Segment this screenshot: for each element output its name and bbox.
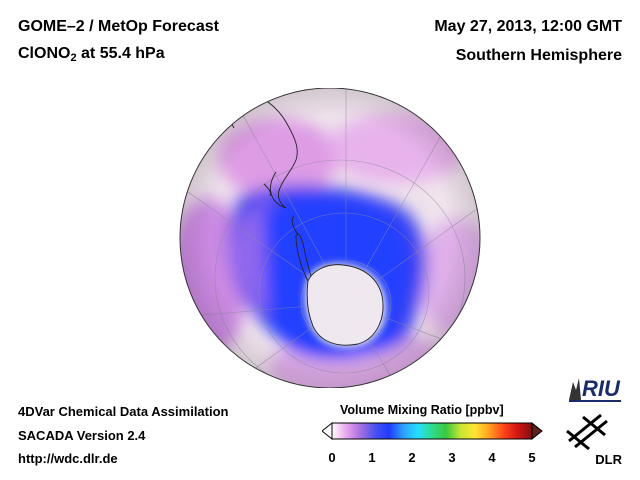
- colorbar-tick-label: 0: [328, 450, 336, 465]
- map-title: GOME–2 / MetOp Forecast: [18, 18, 219, 35]
- globe-field: [180, 88, 480, 388]
- forecast-date: May 27, 2013, 12:00 GMT: [434, 18, 622, 35]
- assimilation-label: 4DVar Chemical Data Assimilation: [18, 404, 229, 419]
- colorbar-tick-label: 2: [408, 450, 416, 465]
- colorbar-tick-label: 1: [368, 450, 376, 465]
- colorbar: [322, 421, 543, 441]
- colorbar-high-arrow: [531, 421, 543, 441]
- riu-logo: RIU: [569, 376, 621, 402]
- colorbar-tick-label: 4: [488, 450, 496, 465]
- colorbar-low-arrow: [322, 421, 333, 441]
- version-label: SACADA Version 2.4: [18, 428, 146, 443]
- colorbar-tick-label: 3: [448, 450, 456, 465]
- colorbar-tick-label: 5: [528, 450, 536, 465]
- colorbar-title: Volume Mixing Ratio [ppbv]: [340, 403, 504, 417]
- website-link[interactable]: http://wdc.dlr.de: [18, 451, 118, 466]
- pressure-level: at 55.4 hPa: [76, 45, 165, 62]
- species-subscript: 2: [70, 52, 77, 64]
- species-name: ClONO: [18, 45, 71, 62]
- hemisphere-label: Southern Hemisphere: [455, 47, 622, 64]
- riu-logo-text: RIU: [582, 376, 621, 401]
- species-label: ClONO2 at 55.4 hPa: [18, 45, 165, 64]
- globe-outline: [179, 88, 481, 388]
- dlr-logo: [566, 413, 608, 451]
- polar-map: [179, 88, 481, 388]
- colorbar-gradient: [331, 422, 533, 440]
- dlr-logo-text: DLR: [595, 452, 622, 467]
